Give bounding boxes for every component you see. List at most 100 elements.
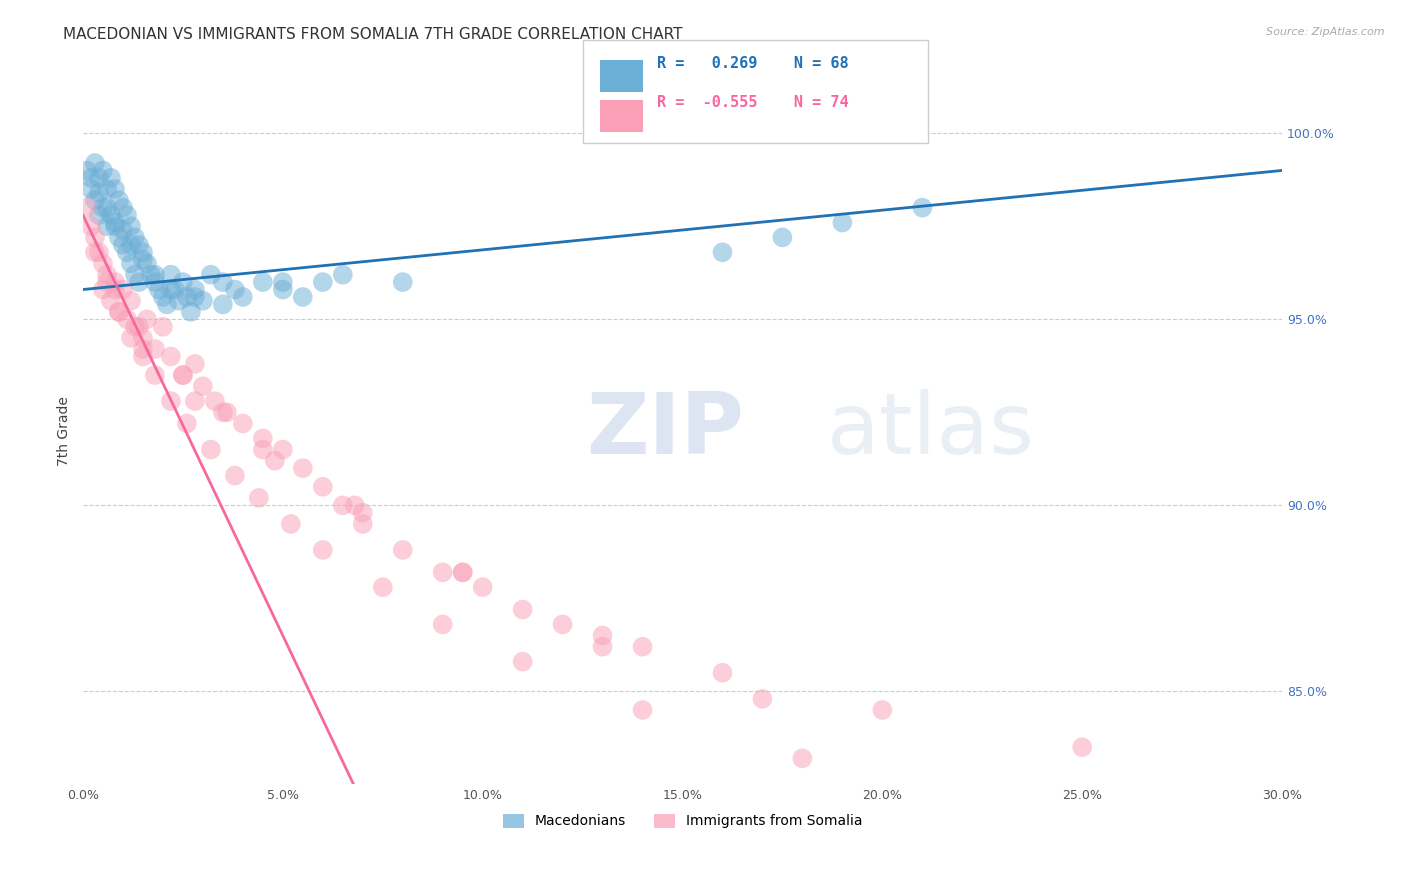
Point: [139, 268, 162, 282]
Point: [115, 208, 138, 222]
Point: [160, 394, 183, 409]
Text: R =  -0.555    N = 74: R = -0.555 N = 74: [657, 95, 848, 111]
Point: [631, 640, 654, 654]
Legend: Macedonians, Immigrants from Somalia: Macedonians, Immigrants from Somalia: [498, 808, 868, 834]
Point: [96, 268, 118, 282]
Point: [111, 223, 134, 237]
Point: [291, 290, 314, 304]
Point: [132, 331, 155, 345]
Point: [143, 268, 166, 282]
Point: [451, 566, 474, 580]
Point: [224, 468, 246, 483]
Point: [212, 405, 235, 419]
Text: Source: ZipAtlas.com: Source: ZipAtlas.com: [1267, 27, 1385, 37]
Point: [143, 342, 166, 356]
Text: atlas: atlas: [827, 390, 1035, 473]
Point: [232, 417, 254, 431]
Point: [91, 256, 114, 270]
Point: [831, 215, 853, 229]
Point: [592, 640, 614, 654]
Point: [212, 297, 235, 311]
Point: [87, 245, 110, 260]
Point: [91, 283, 114, 297]
Point: [104, 283, 127, 297]
Point: [108, 230, 131, 244]
Point: [108, 305, 131, 319]
Point: [104, 275, 127, 289]
Point: [163, 283, 186, 297]
Point: [271, 283, 294, 297]
Point: [191, 293, 214, 308]
Point: [352, 516, 374, 531]
Point: [200, 442, 222, 457]
Point: [96, 182, 118, 196]
Point: [184, 290, 207, 304]
Point: [512, 602, 534, 616]
Point: [172, 368, 194, 383]
Point: [136, 312, 159, 326]
Point: [76, 163, 98, 178]
Point: [200, 268, 222, 282]
Point: [792, 751, 814, 765]
Y-axis label: 7th Grade: 7th Grade: [58, 396, 72, 466]
Point: [312, 275, 335, 289]
Point: [128, 319, 150, 334]
Point: [172, 368, 194, 383]
Point: [711, 245, 734, 260]
Text: ZIP: ZIP: [586, 390, 744, 473]
Point: [332, 268, 354, 282]
Point: [512, 655, 534, 669]
Point: [108, 305, 131, 319]
Point: [751, 691, 773, 706]
Point: [280, 516, 302, 531]
Point: [111, 283, 134, 297]
Point: [592, 629, 614, 643]
Point: [120, 293, 142, 308]
Point: [184, 394, 207, 409]
Point: [911, 201, 934, 215]
Point: [252, 431, 274, 445]
Point: [631, 703, 654, 717]
Point: [471, 580, 494, 594]
Point: [132, 245, 155, 260]
Point: [451, 566, 474, 580]
Point: [343, 499, 366, 513]
Point: [204, 394, 226, 409]
Point: [84, 156, 107, 170]
Point: [128, 275, 150, 289]
Point: [136, 256, 159, 270]
Point: [100, 170, 122, 185]
Point: [128, 238, 150, 252]
Point: [711, 665, 734, 680]
Point: [160, 350, 183, 364]
Point: [111, 238, 134, 252]
Point: [770, 230, 793, 244]
Point: [252, 442, 274, 457]
Point: [84, 245, 107, 260]
Point: [132, 342, 155, 356]
Point: [352, 506, 374, 520]
Point: [172, 275, 194, 289]
Point: [1071, 740, 1094, 755]
Point: [91, 201, 114, 215]
Point: [263, 453, 285, 467]
Point: [104, 219, 127, 234]
Point: [96, 275, 118, 289]
Point: [80, 182, 103, 196]
Point: [152, 319, 174, 334]
Point: [551, 617, 574, 632]
Point: [132, 350, 155, 364]
Point: [143, 368, 166, 383]
Point: [80, 170, 103, 185]
Point: [247, 491, 270, 505]
Point: [115, 312, 138, 326]
Point: [104, 182, 127, 196]
Point: [152, 290, 174, 304]
Point: [432, 566, 454, 580]
Text: R =   0.269    N = 68: R = 0.269 N = 68: [657, 56, 848, 71]
Point: [148, 283, 170, 297]
Point: [132, 252, 155, 267]
Point: [143, 275, 166, 289]
Point: [87, 186, 110, 200]
Point: [100, 293, 122, 308]
